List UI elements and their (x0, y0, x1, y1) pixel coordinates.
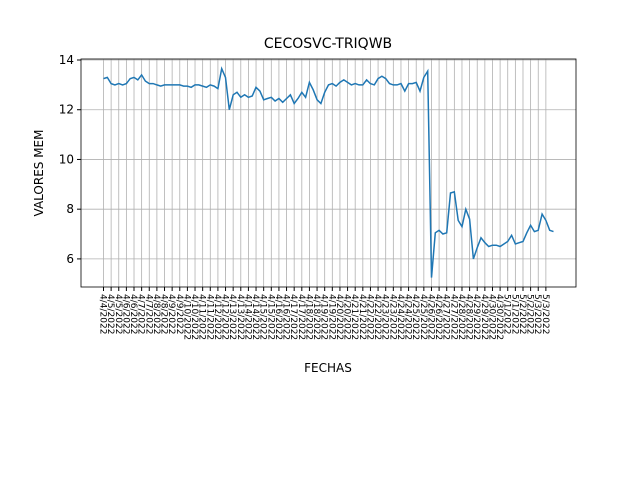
x-tick-label: 4/30/2022 (494, 294, 504, 340)
x-tick-label: 4/20/2022 (334, 294, 344, 340)
x-tick-label: 4/26/2022 (433, 294, 443, 340)
line-series (103, 66, 554, 278)
y-tick-label: 14 (59, 53, 74, 67)
x-tick-label: 4/29/2022 (479, 294, 489, 340)
x-tick-label: 4/7/2022 (143, 294, 153, 334)
x-tick-label: 4/22/2022 (364, 294, 374, 340)
x-tick-label: 4/15/2022 (258, 294, 268, 340)
x-tick-label: 4/15/2022 (265, 294, 275, 340)
x-tick-label: 4/22/2022 (372, 294, 382, 340)
x-tick-label: 4/19/2022 (319, 294, 329, 340)
x-tick-label: 4/12/2022 (212, 294, 222, 340)
x-tick-label: 4/21/2022 (357, 294, 367, 340)
x-tick-label: 4/7/2022 (136, 294, 146, 334)
y-tick-label: 12 (59, 103, 74, 117)
x-tick-label: 4/10/2022 (189, 294, 199, 340)
x-tick-label: 4/25/2022 (418, 294, 428, 340)
x-tick-label: 4/28/2022 (456, 294, 466, 340)
x-tick-label: 4/26/2022 (425, 294, 435, 340)
x-tick-label: 4/8/2022 (159, 294, 169, 334)
x-tick-label: 4/5/2022 (105, 294, 115, 334)
x-tick-label: 4/14/2022 (242, 294, 252, 340)
x-tick-label: 4/4/2022 (98, 294, 108, 334)
x-tick-label: 5/2/2022 (525, 294, 535, 334)
x-tick-label: 5/3/2022 (532, 294, 542, 334)
x-tick-label: 4/24/2022 (403, 294, 413, 340)
x-tick-label: 5/2/2022 (517, 294, 527, 334)
y-tick-label: 8 (66, 202, 74, 216)
x-tick-label: 4/19/2022 (326, 294, 336, 340)
x-tick-label: 4/18/2022 (303, 294, 313, 340)
x-tick-label: 4/27/2022 (448, 294, 458, 340)
x-tick-label: 4/25/2022 (410, 294, 420, 340)
x-tick-label: 4/5/2022 (113, 294, 123, 334)
x-tick-label: 4/11/2022 (197, 294, 207, 340)
x-tick-label: 4/13/2022 (235, 294, 245, 340)
x-tick-label: 4/12/2022 (220, 294, 230, 340)
x-tick-label: 4/17/2022 (288, 294, 298, 340)
x-tick-label: 4/28/2022 (464, 294, 474, 340)
x-tick-label: 4/10/2022 (181, 294, 191, 340)
x-tick-label: 4/30/2022 (486, 294, 496, 340)
x-tick-label: 4/17/2022 (296, 294, 306, 340)
x-tick-label: 4/23/2022 (387, 294, 397, 340)
x-tick-label: 4/29/2022 (471, 294, 481, 340)
x-tick-label: 5/1/2022 (502, 294, 512, 334)
x-tick-label: 4/6/2022 (128, 294, 138, 334)
x-tick-label: 4/14/2022 (250, 294, 260, 340)
x-tick-label: 5/1/2022 (509, 294, 519, 334)
x-tick-label: 4/24/2022 (395, 294, 405, 340)
x-tick-label: 5/3/2022 (540, 294, 550, 334)
x-tick-label: 4/18/2022 (311, 294, 321, 340)
x-tick-label: 4/16/2022 (273, 294, 283, 340)
x-tick-label: 4/21/2022 (349, 294, 359, 340)
x-axis-label: FECHAS (304, 361, 352, 375)
x-tick-label: 4/6/2022 (120, 294, 130, 334)
x-tick-label: 4/11/2022 (204, 294, 214, 340)
x-tick-label: 4/8/2022 (151, 294, 161, 334)
x-tick-label: 4/23/2022 (380, 294, 390, 340)
x-tick-label: 4/9/2022 (174, 294, 184, 334)
plot-frame (80, 58, 577, 288)
x-tick-label: 4/20/2022 (342, 294, 352, 340)
chart-title: CECOSVC-TRIQWB (264, 36, 392, 52)
y-tick-label: 6 (66, 252, 74, 266)
x-tick-label: 4/16/2022 (281, 294, 291, 340)
x-tick-label: 4/13/2022 (227, 294, 237, 340)
x-tick-label: 4/9/2022 (166, 294, 176, 334)
y-axis-label: VALORES MEM (32, 130, 46, 217)
y-tick-label: 10 (59, 152, 74, 166)
x-tick-label: 4/27/2022 (441, 294, 451, 340)
